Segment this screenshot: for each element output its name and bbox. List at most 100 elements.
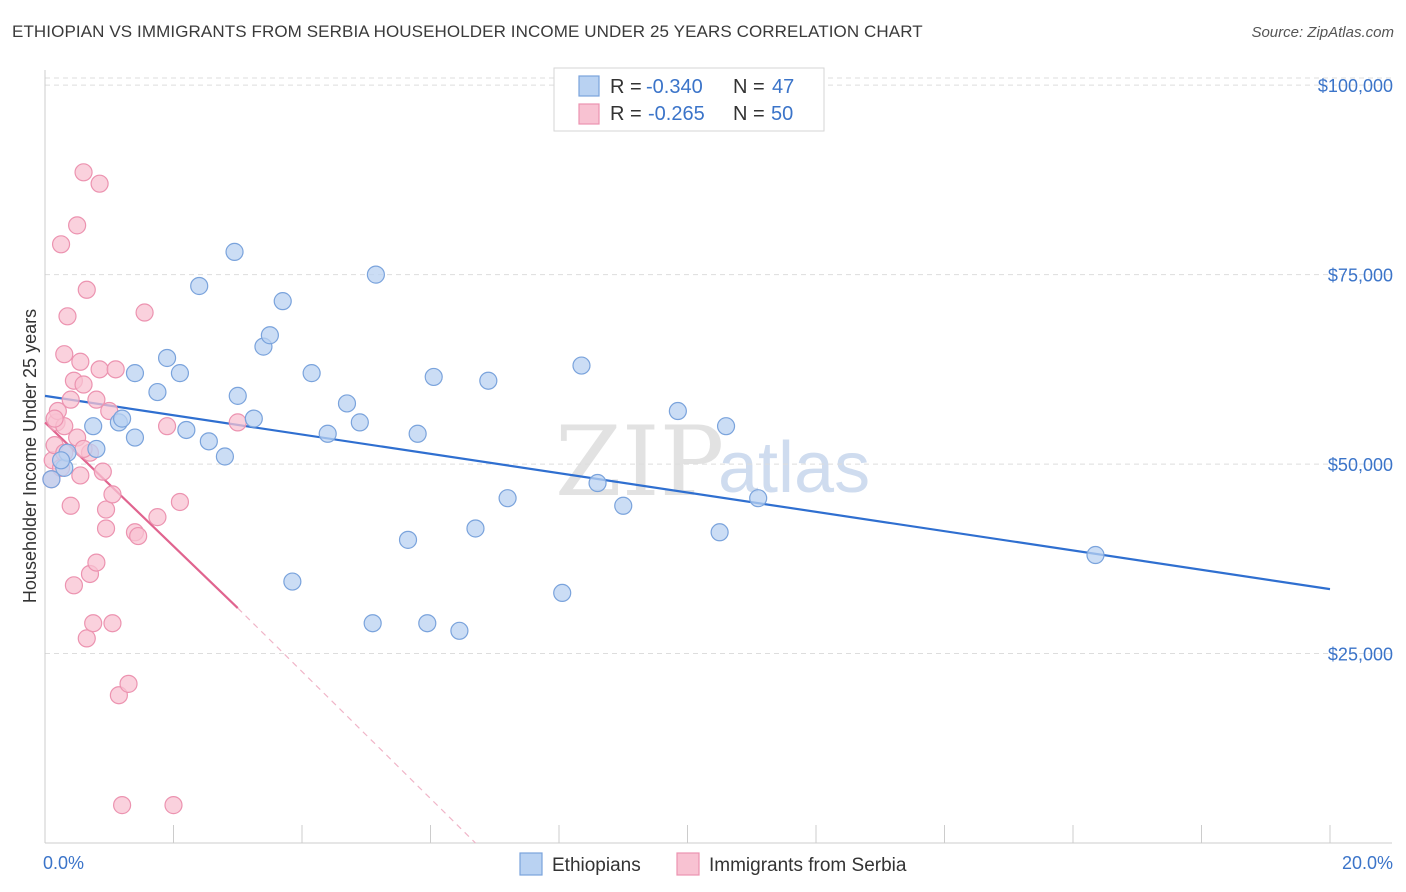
- point-ethiopians: [302, 364, 321, 383]
- legend-n-value-2: 50: [771, 103, 793, 125]
- point-serbia: [58, 307, 77, 326]
- legend-r-label-2: R =: [610, 103, 642, 125]
- point-ethiopians: [225, 242, 244, 261]
- legend-n-label-2: N =: [733, 103, 765, 125]
- point-ethiopians: [418, 614, 437, 633]
- legend-swatch-ethiopians: [578, 75, 600, 97]
- point-ethiopians: [424, 367, 443, 387]
- source-credit: Source: ZipAtlas.com: [1251, 24, 1394, 41]
- point-serbia: [228, 413, 247, 432]
- watermark-zip: ZIP: [555, 406, 724, 518]
- point-ethiopians: [450, 621, 469, 640]
- point-serbia: [90, 360, 109, 379]
- point-serbia: [119, 674, 138, 693]
- point-ethiopians: [408, 424, 427, 443]
- point-serbia: [45, 409, 64, 428]
- point-ethiopians: [318, 424, 337, 443]
- point-ethiopians: [588, 473, 607, 493]
- y-tick-label: $75,000: [1328, 266, 1393, 286]
- point-ethiopians: [244, 409, 263, 428]
- axes: $25,000 $50,000 $75,000 $100,000 0.0% 20.0%: [43, 70, 1393, 873]
- point-serbia: [64, 576, 84, 595]
- point-ethiopians: [170, 364, 190, 383]
- trend-line-ethiopians: [44, 394, 1331, 591]
- point-serbia: [71, 352, 90, 371]
- point-ethiopians: [337, 394, 357, 413]
- point-ethiopians: [260, 326, 279, 345]
- point-ethiopians: [363, 614, 382, 633]
- point-serbia: [55, 345, 74, 364]
- point-ethiopians: [177, 420, 196, 440]
- bottom-legend-swatch-serbia: [676, 852, 700, 876]
- point-serbia: [74, 375, 93, 394]
- point-ethiopians: [228, 386, 247, 405]
- point-ethiopians: [273, 292, 292, 311]
- correlation-legend: R = -0.340 N = 47 R = -0.265 N = 50: [553, 67, 825, 132]
- point-ethiopians: [668, 401, 687, 421]
- point-serbia: [77, 629, 96, 648]
- legend-r-value-1: -0.340: [646, 76, 703, 98]
- point-serbia: [61, 390, 80, 409]
- watermark-atlas: atlas: [718, 428, 870, 508]
- point-ethiopians: [572, 356, 591, 375]
- legend-r-label-1: R =: [610, 76, 642, 98]
- point-serbia: [61, 496, 80, 515]
- point-ethiopians: [366, 265, 385, 284]
- point-ethiopians: [199, 432, 218, 451]
- legend-swatch-serbia: [578, 103, 600, 125]
- point-serbia: [87, 553, 106, 572]
- point-ethiopians: [84, 417, 103, 436]
- point-serbia: [106, 360, 125, 379]
- point-ethiopians: [87, 439, 106, 459]
- x-tick-label-start: 0.0%: [43, 853, 84, 873]
- legend-n-label-1: N =: [733, 76, 765, 98]
- point-ethiopians: [466, 519, 485, 538]
- point-serbia: [68, 216, 87, 235]
- point-serbia: [51, 235, 71, 254]
- point-serbia: [84, 614, 103, 633]
- y-tick-label: $100,000: [1318, 76, 1393, 96]
- point-serbia: [93, 462, 112, 481]
- y-tick-label: $50,000: [1328, 455, 1393, 475]
- point-serbia: [103, 485, 122, 504]
- legend-n-value-1: 47: [772, 76, 794, 98]
- point-serbia: [170, 492, 190, 512]
- point-serbia: [157, 417, 177, 436]
- point-ethiopians: [498, 489, 517, 508]
- point-ethiopians: [710, 523, 729, 542]
- bottom-legend-swatch-ethiopians: [519, 852, 543, 876]
- point-ethiopians: [190, 276, 209, 296]
- point-ethiopians: [42, 470, 61, 489]
- point-ethiopians: [125, 364, 145, 383]
- point-ethiopians: [51, 451, 71, 470]
- point-serbia: [96, 519, 116, 538]
- point-ethiopians: [350, 413, 369, 432]
- point-serbia: [87, 390, 106, 409]
- point-serbia: [148, 508, 167, 527]
- point-ethiopians: [1086, 545, 1105, 565]
- point-ethiopians: [479, 371, 498, 390]
- point-serbia: [112, 796, 132, 815]
- data-points: [42, 163, 1105, 815]
- bottom-legend-label-serbia: Immigrants from Serbia: [709, 855, 907, 876]
- point-serbia: [90, 174, 109, 193]
- point-ethiopians: [614, 496, 633, 515]
- chart-title: ETHIOPIAN VS IMMIGRANTS FROM SERBIA HOUS…: [12, 22, 923, 41]
- point-ethiopians: [716, 417, 736, 436]
- legend-r-value-2: -0.265: [648, 103, 705, 125]
- point-serbia: [71, 466, 90, 485]
- point-ethiopians: [215, 447, 234, 466]
- y-tick-label: $25,000: [1328, 645, 1393, 665]
- point-ethiopians: [398, 530, 418, 549]
- point-serbia: [135, 303, 154, 322]
- series-legend: Ethiopians Immigrants from Serbia: [519, 852, 907, 876]
- point-ethiopians: [112, 409, 132, 428]
- point-ethiopians: [148, 382, 167, 402]
- point-ethiopians: [283, 572, 302, 591]
- point-ethiopians: [125, 428, 145, 447]
- trend-extension-serbia: [237, 607, 476, 844]
- point-serbia: [103, 614, 122, 633]
- point-ethiopians: [157, 348, 177, 368]
- point-serbia: [74, 163, 93, 182]
